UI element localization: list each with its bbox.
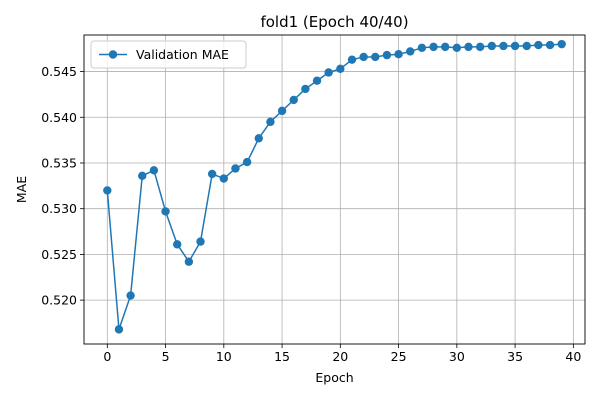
data-point — [359, 52, 368, 62]
data-point — [417, 43, 427, 52]
legend-marker-swatch — [108, 50, 118, 59]
data-point — [487, 41, 496, 51]
x-tick-label: 15 — [274, 349, 290, 364]
legend-entry-validation-mae: Validation MAE — [136, 47, 229, 62]
y-tick-label: 0.530 — [41, 201, 77, 216]
data-point — [114, 325, 124, 334]
y-axis-label: MAE — [14, 176, 29, 203]
y-tick-label: 0.545 — [41, 64, 77, 79]
legend: Validation MAE — [90, 40, 247, 69]
x-tick-label: 25 — [391, 349, 407, 364]
data-point — [499, 41, 508, 51]
chart-title: fold1 (Epoch 40/40) — [260, 13, 408, 31]
data-point — [126, 291, 135, 300]
data-point — [534, 40, 543, 50]
data-point — [138, 171, 147, 180]
data-point — [277, 106, 287, 116]
data-point — [301, 84, 310, 94]
y-tick-label: 0.525 — [41, 247, 77, 262]
data-point — [429, 42, 438, 52]
data-point — [336, 64, 345, 74]
data-point — [475, 42, 485, 52]
data-point — [382, 50, 392, 60]
data-point — [452, 43, 462, 52]
data-point — [161, 207, 170, 216]
data-point — [522, 41, 531, 51]
data-point — [557, 39, 566, 49]
x-tick-label: 0 — [103, 349, 111, 364]
data-point — [347, 55, 357, 64]
data-point — [219, 174, 229, 183]
x-tick-label: 40 — [565, 349, 581, 364]
data-point — [289, 95, 298, 105]
data-point — [394, 49, 403, 59]
y-tick-label: 0.520 — [41, 293, 77, 308]
data-point — [510, 41, 520, 51]
data-point — [312, 76, 322, 85]
plot-frame — [83, 34, 586, 345]
data-point — [196, 237, 205, 246]
data-point — [149, 166, 159, 175]
data-point — [103, 186, 112, 195]
data-point — [254, 134, 263, 143]
data-point — [324, 68, 333, 77]
series-line-0 — [106, 43, 562, 331]
data-point — [406, 47, 415, 56]
x-tick-label: 5 — [162, 349, 170, 364]
data-point — [371, 52, 380, 62]
y-tick-label: 0.540 — [41, 110, 77, 125]
data-point — [242, 157, 252, 167]
data-point — [231, 164, 240, 173]
data-point — [545, 40, 555, 50]
x-tick-label: 20 — [332, 349, 348, 364]
data-point — [173, 240, 182, 249]
x-axis-label: Epoch — [315, 370, 353, 385]
data-point — [266, 117, 275, 127]
data-point — [207, 169, 217, 179]
legend-box — [90, 40, 247, 69]
data-point — [464, 42, 473, 52]
axis-ticks: 0 5 10 15 20 25 30 35 40 0.520 0.525 0.530 0.535 0.54… — [41, 64, 581, 364]
x-tick-label: 30 — [449, 349, 465, 364]
data-point — [184, 257, 194, 266]
x-tick-label: 35 — [507, 349, 523, 364]
x-tick-label: 10 — [216, 349, 232, 364]
series-layer — [103, 39, 566, 334]
y-tick-label: 0.535 — [41, 155, 77, 170]
data-point — [440, 42, 450, 52]
